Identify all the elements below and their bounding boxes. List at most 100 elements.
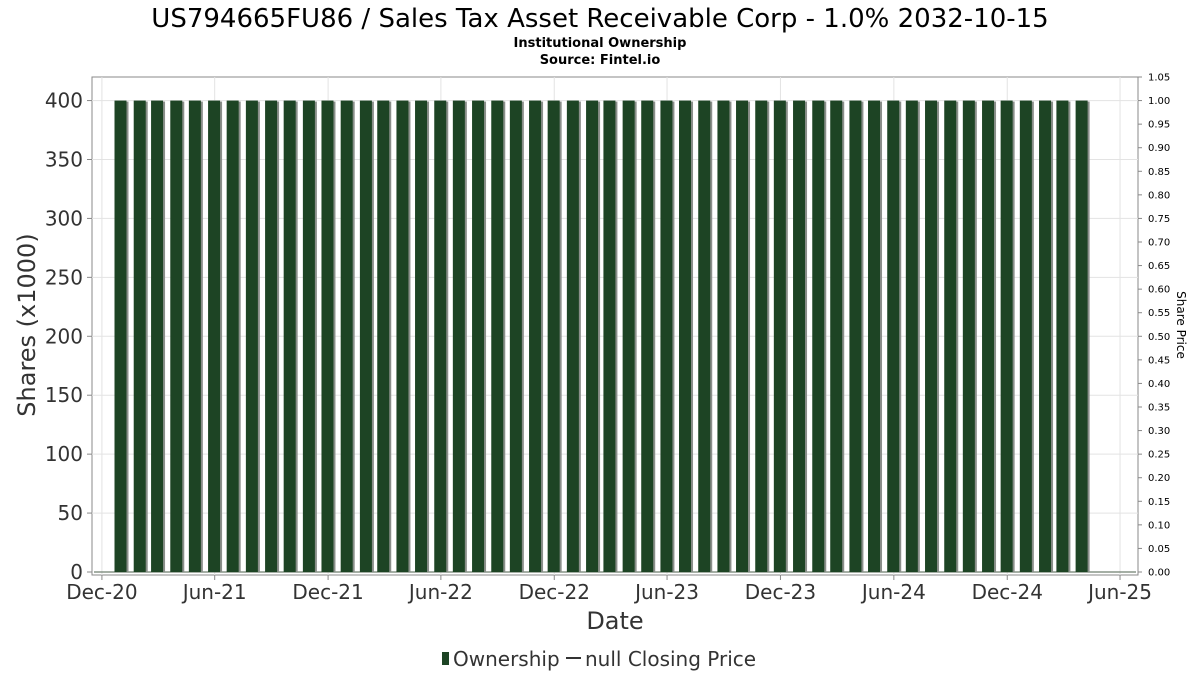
ownership-bar [586,100,599,573]
ownership-bar [321,100,334,573]
y2-tick-label: 1.05 [1148,73,1170,84]
y2-tick-label: 0.05 [1148,544,1170,555]
ownership-bar [962,100,975,573]
ownership-bar [226,100,239,573]
ownership-bar [151,100,164,573]
x-axis-label: Date [586,607,643,635]
chart-source: Source: Fintel.io [540,53,661,68]
y-tick-label: 200 [45,324,83,348]
y2-tick-label: 0.70 [1148,238,1170,249]
y2-tick-label: 0.00 [1148,568,1170,579]
y2-tick-label: 0.65 [1148,261,1170,272]
ownership-bar [566,100,579,573]
y2-tick-label: 0.35 [1148,403,1170,414]
ownership-bar [717,100,730,573]
ownership-bar [302,100,315,573]
x-tick-label: Jun-25 [1086,580,1152,604]
chart-title: US794665FU86 / Sales Tax Asset Receivabl… [151,4,1048,34]
legend: Ownership null Closing Price [442,647,756,671]
ownership-bar [1000,100,1013,573]
ownership-bar [603,100,616,573]
ownership-bar [472,100,485,573]
y-tick-label: 300 [45,206,83,230]
legend-label-price: null Closing Price [585,647,756,671]
x-tick-label: Dec-22 [519,580,590,604]
ownership-bar [188,100,201,573]
ownership-bar [641,100,654,573]
ownership-bar [925,100,938,573]
ownership-bar [415,100,428,573]
ownership-bar [529,100,542,573]
x-tick-label: Dec-23 [745,580,816,604]
y2-tick-label: 0.20 [1148,473,1170,484]
ownership-bar [982,100,995,573]
x-tick-label: Jun-23 [633,580,699,604]
ownership-bar [622,100,635,573]
ownership-bar [133,100,146,573]
y2-tick-label: 0.30 [1148,426,1170,437]
ownership-bar [755,100,768,573]
ownership-bar [849,100,862,573]
y-tick-label: 0 [70,560,83,584]
ownership-bar [340,100,353,573]
ownership-bar [1019,100,1032,573]
y-tick-label: 350 [45,148,83,172]
ownership-bar [793,100,806,573]
y2-axis-ticks: 0.00 0.05 0.10 0.15 0.20 0.25 0.30 0.35 0.40 0.45… [1138,73,1170,579]
y2-tick-label: 0.10 [1148,520,1170,531]
y2-tick-label: 0.25 [1148,450,1170,461]
y-axis-ticks: 0 50 100 150 200 250 300 350 400 [45,89,92,584]
ownership-bars [114,100,1090,573]
y-axis-label: Shares (x1000) [13,233,41,416]
ownership-bar [265,100,278,573]
ownership-bar [660,100,673,573]
y2-tick-label: 0.80 [1148,190,1170,201]
legend-label-ownership: Ownership [453,647,560,671]
ownership-bar [773,100,786,573]
y2-tick-label: 0.75 [1148,214,1170,225]
y-tick-label: 150 [45,383,83,407]
ownership-bar [887,100,900,573]
ownership-bar [1075,100,1088,573]
y-tick-label: 50 [58,501,83,525]
ownership-bar [396,100,409,573]
x-tick-label: Jun-22 [407,580,473,604]
legend-swatch-ownership [442,652,449,665]
x-tick-label: Dec-24 [972,580,1043,604]
y2-tick-label: 0.90 [1148,143,1170,154]
y2-tick-label: 0.60 [1148,285,1170,296]
ownership-bar [491,100,504,573]
ownership-bar [283,100,296,573]
y2-tick-label: 0.85 [1148,167,1170,178]
y-tick-label: 400 [45,89,83,113]
ownership-bar [509,100,522,573]
y2-tick-label: 0.45 [1148,355,1170,366]
y-tick-label: 100 [45,442,83,466]
y2-axis-label: Share Price [1174,291,1188,359]
y-tick-label: 250 [45,265,83,289]
x-tick-label: Jun-24 [860,580,926,604]
ownership-bar [868,100,881,573]
ownership-bar [434,100,447,573]
ownership-bar [170,100,183,573]
ownership-bar [359,100,372,573]
ownership-bar [208,100,221,573]
y2-tick-label: 0.95 [1148,120,1170,131]
ownership-bar [698,100,711,573]
ownership-bar [245,100,258,573]
x-tick-label: Dec-21 [292,580,363,604]
y2-tick-label: 0.55 [1148,308,1170,319]
ownership-bar [905,100,918,573]
y2-tick-label: 0.40 [1148,379,1170,390]
chart-subtitle: Institutional Ownership [514,36,687,51]
ownership-bar [812,100,825,573]
ownership-bar [452,100,465,573]
ownership-bar [679,100,692,573]
ownership-bar [377,100,390,573]
ownership-bar [547,100,560,573]
ownership-bar [944,100,957,573]
ownership-bar [1056,100,1069,573]
y2-tick-label: 1.00 [1148,96,1170,107]
x-tick-label: Jun-21 [181,580,247,604]
ownership-bar [1039,100,1052,573]
